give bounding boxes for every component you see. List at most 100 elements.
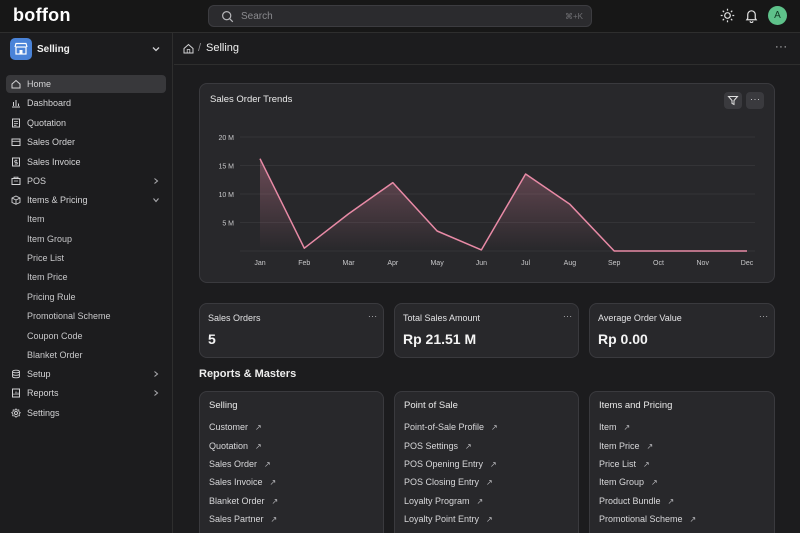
top-bar: boffon Search ⌘+K A	[0, 0, 800, 33]
sidebar-item-sales-order[interactable]: Sales Order	[6, 133, 166, 151]
link-item[interactable]: Loyalty Program ↗	[404, 496, 483, 506]
sidebar-subitem-price-list[interactable]: Price List	[27, 253, 65, 263]
sidebar-subitem-pricing-rule[interactable]: Pricing Rule	[27, 292, 76, 302]
link-group-items-pricing: Items and Pricing Item ↗ Item Price ↗ Pric…	[589, 391, 775, 533]
chevron-right-icon	[154, 178, 159, 184]
stat-value: Rp 21.51 M	[403, 331, 477, 347]
link-item[interactable]: Item Group ↗	[599, 477, 658, 487]
sidebar: Selling Home Dashboard Quotation Sales O…	[0, 33, 173, 533]
app-switcher[interactable]: Selling	[10, 38, 165, 62]
sidebar-item-settings[interactable]: Settings	[6, 404, 166, 422]
link-item[interactable]: Product Bundle ↗	[599, 496, 674, 506]
link-item[interactable]: Sales Invoice ↗	[209, 477, 276, 487]
chevron-right-icon	[154, 390, 159, 396]
arrow-up-right-icon: ↗	[486, 515, 493, 524]
link-label: Point-of-Sale Profile	[404, 422, 485, 432]
pos-icon	[11, 176, 21, 185]
page-more-button[interactable]: ···	[775, 41, 788, 53]
sidebar-item-pos[interactable]: POS	[6, 172, 166, 190]
x-tick-label: Jan	[254, 260, 265, 267]
stat-label: Total Sales Amount	[403, 313, 481, 323]
chevron-right-icon	[154, 371, 159, 377]
filter-button[interactable]	[724, 92, 742, 109]
x-tick-label: Jul	[521, 260, 530, 267]
arrow-up-right-icon: ↗	[255, 423, 262, 432]
stat-more-button[interactable]: ···	[368, 312, 378, 321]
x-tick-label: May	[430, 260, 444, 267]
stat-more-button[interactable]: ···	[759, 312, 769, 321]
sidebar-item-label: Items & Pricing	[27, 195, 88, 205]
sidebar-item-setup[interactable]: Setup	[6, 365, 166, 383]
stat-card-sales-orders: Sales Orders ··· 5	[199, 303, 384, 358]
link-label: POS Settings	[404, 441, 459, 451]
home-icon[interactable]	[183, 43, 194, 54]
link-item[interactable]: Sales Partner ↗	[209, 514, 277, 524]
sidebar-subitem-item-group[interactable]: Item Group	[27, 234, 73, 244]
link-item[interactable]: Price List ↗	[599, 459, 650, 469]
breadcrumb-separator: /	[198, 42, 202, 54]
search-input[interactable]: Search ⌘+K	[208, 5, 592, 27]
link-item[interactable]: Blanket Order ↗	[209, 496, 278, 506]
bell-icon[interactable]	[744, 8, 759, 23]
database-icon	[12, 369, 20, 379]
y-tick-label: 10 M	[218, 192, 234, 199]
search-placeholder: Search	[241, 11, 273, 22]
sales-trend-chart: 5 M 10 M 15 M 20 M Jan Feb Mar Apr May Jun Jul Aug S…	[218, 135, 755, 267]
sidebar-item-reports[interactable]: Reports	[6, 384, 166, 402]
arrow-up-right-icon: ↗	[270, 515, 278, 524]
link-item[interactable]: POS Closing Entry ↗	[404, 477, 493, 487]
avatar[interactable]: A	[768, 6, 787, 25]
link-label: Sales Invoice	[209, 477, 263, 487]
chart-title: Sales Order Trends	[210, 94, 293, 105]
x-tick-label: Sep	[608, 260, 621, 267]
sales-order-icon	[11, 138, 21, 146]
link-item[interactable]: Point-of-Sale Profile ↗	[404, 422, 498, 432]
link-group-title: Selling	[209, 400, 238, 411]
reports-masters-title: Reports & Masters	[199, 368, 297, 380]
sidebar-subitem-item[interactable]: Item	[27, 214, 45, 224]
arrow-up-right-icon: ↗	[264, 460, 271, 469]
chart-more-button[interactable]: ···	[746, 92, 764, 109]
sidebar-item-items-pricing[interactable]: Items & Pricing	[6, 191, 166, 209]
sidebar-item-sales-invoice[interactable]: Sales Invoice	[6, 153, 166, 171]
link-label: Price List	[599, 459, 637, 469]
arrow-up-right-icon: ↗	[667, 497, 675, 506]
arrow-up-right-icon: ↗	[255, 442, 262, 451]
link-item[interactable]: POS Settings ↗	[404, 441, 472, 451]
link-item[interactable]: POS Opening Entry ↗	[404, 459, 497, 469]
sidebar-item-dashboard[interactable]: Dashboard	[6, 94, 166, 112]
link-label: Promotional Scheme	[599, 514, 683, 524]
sidebar-item-home[interactable]: Home	[6, 75, 166, 93]
link-item[interactable]: Item ↗	[599, 422, 630, 432]
theme-toggle-icon[interactable]	[720, 8, 735, 23]
sidebar-item-label: Reports	[27, 388, 59, 398]
arrow-up-right-icon: ↗	[643, 460, 650, 469]
sidebar-subitem-blanket-order[interactable]: Blanket Order	[27, 350, 83, 360]
sidebar-subitem-item-price[interactable]: Item Price	[27, 272, 68, 282]
y-tick-label: 15 M	[218, 164, 234, 171]
sidebar-item-label: Dashboard	[27, 98, 72, 108]
arrow-up-right-icon: ↗	[269, 478, 277, 487]
app-name: Selling	[37, 44, 70, 55]
sidebar-item-quotation[interactable]: Quotation	[6, 114, 166, 132]
link-item[interactable]: Loyalty Point Entry ↗	[404, 514, 493, 524]
invoice-icon	[12, 157, 20, 167]
gear-icon	[11, 408, 21, 418]
link-item[interactable]: Item Price ↗	[599, 441, 653, 451]
x-tick-label: Dec	[741, 260, 754, 267]
sidebar-subitem-coupon-code[interactable]: Coupon Code	[27, 331, 83, 341]
arrow-up-right-icon: ↗	[271, 497, 279, 506]
stat-more-button[interactable]: ···	[563, 312, 573, 321]
x-tick-label: Nov	[697, 260, 710, 267]
link-item[interactable]: Quotation ↗	[209, 441, 262, 451]
brand-logo[interactable]: boffon	[13, 5, 71, 25]
report-icon	[12, 388, 20, 398]
link-item[interactable]: Promotional Scheme ↗	[599, 514, 696, 524]
sidebar-subitem-promotional-scheme[interactable]: Promotional Scheme	[27, 311, 111, 321]
sidebar-item-label: Quotation	[27, 118, 67, 128]
link-item[interactable]: Customer ↗	[209, 422, 262, 432]
link-label: POS Closing Entry	[404, 477, 480, 487]
sidebar-item-label: Setup	[27, 369, 51, 379]
link-item[interactable]: Sales Order ↗	[209, 459, 271, 469]
stat-card-average-order: Average Order Value ··· Rp 0.00	[589, 303, 775, 358]
